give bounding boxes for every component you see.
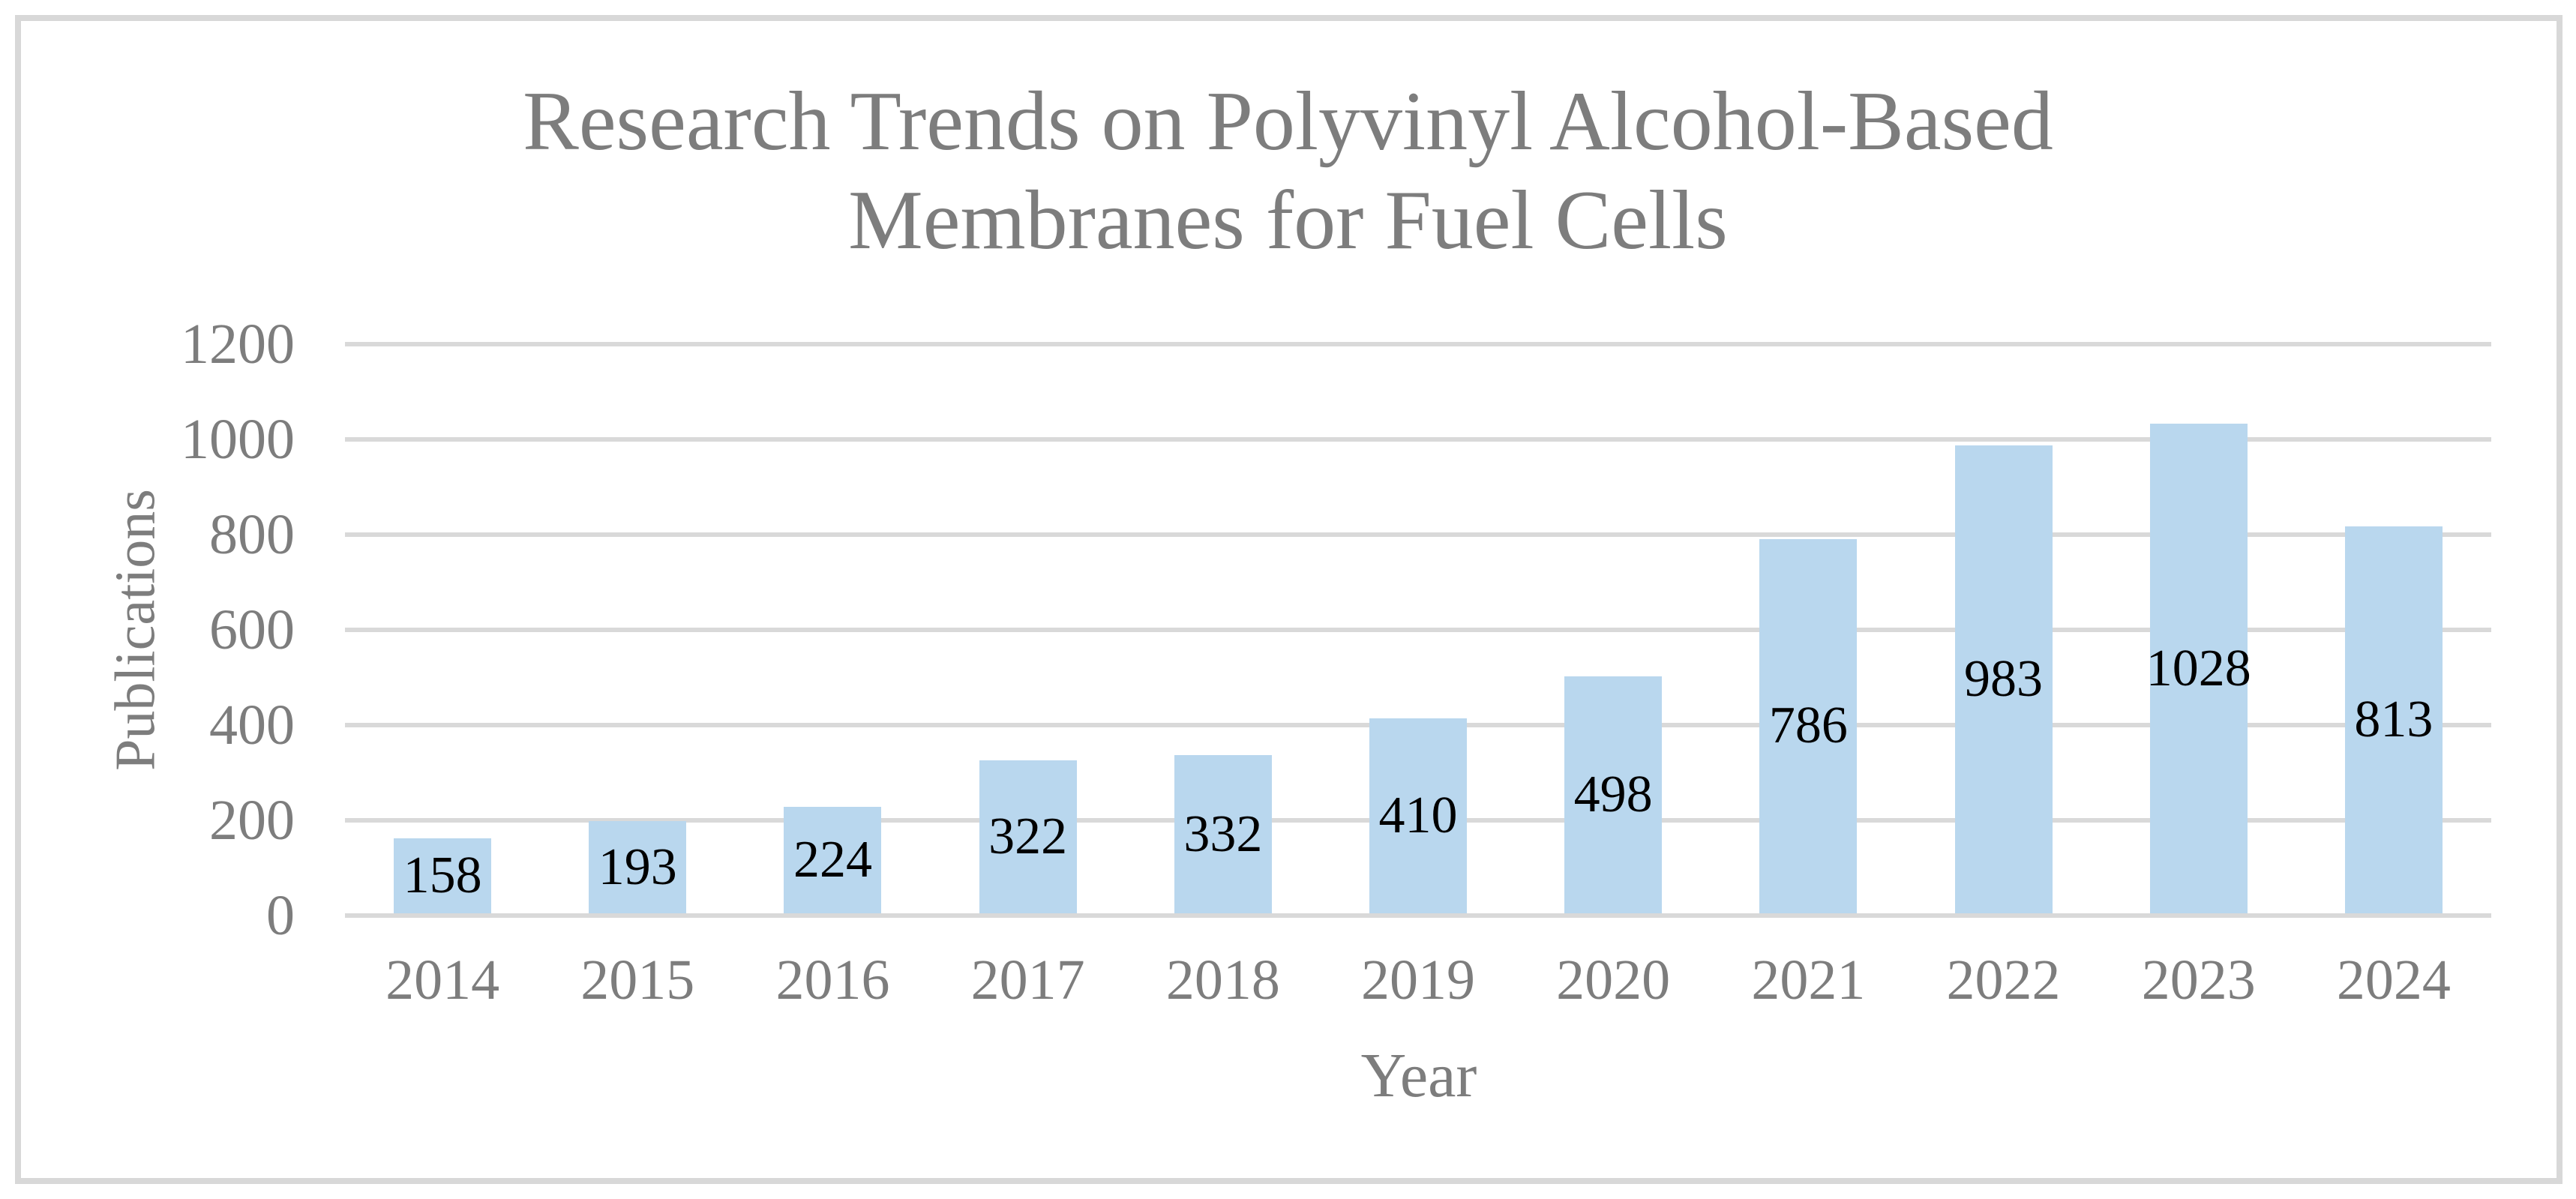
bar-2022 xyxy=(1954,445,2053,913)
bar-value-label-2017: 322 xyxy=(988,807,1068,865)
x-tick-label-2021: 2021 xyxy=(1751,949,1866,1012)
x-tick-label-2022: 2022 xyxy=(1946,949,2061,1012)
bar-2024 xyxy=(2344,526,2443,913)
x-tick-label-2017: 2017 xyxy=(970,949,1085,1012)
x-tick-label-2018: 2018 xyxy=(1165,949,1280,1012)
bar-value-label-2022: 983 xyxy=(1964,649,2044,708)
gridline-800 xyxy=(345,532,2491,537)
y-tick-label-1200: 1200 xyxy=(181,313,295,376)
y-tick-label-400: 400 xyxy=(209,694,295,757)
bar-value-label-2019: 410 xyxy=(1378,786,1458,844)
x-axis-title: Year xyxy=(1360,1041,1477,1111)
bar-value-label-2020: 498 xyxy=(1573,765,1653,823)
bar-2016 xyxy=(784,806,882,913)
bar-value-label-2023: 1028 xyxy=(2146,639,2251,697)
chart-title-line-2: Membranes for Fuel Cells xyxy=(848,174,1728,267)
bar-2019 xyxy=(1369,718,1467,913)
y-tick-label-1000: 1000 xyxy=(181,408,295,471)
bar-value-label-2015: 193 xyxy=(598,838,677,896)
bar-value-label-2014: 158 xyxy=(403,846,482,904)
y-tick-label-200: 200 xyxy=(209,789,295,852)
x-tick-label-2024: 2024 xyxy=(2336,949,2451,1012)
x-tick-label-2016: 2016 xyxy=(775,949,890,1012)
x-tick-label-2019: 2019 xyxy=(1361,949,1475,1012)
chart-title-line-1: Research Trends on Polyvinyl Alcohol-Bas… xyxy=(523,75,2053,168)
x-tick-label-2020: 2020 xyxy=(1556,949,1671,1012)
bar-2015 xyxy=(589,821,687,913)
y-tick-label-0: 0 xyxy=(266,884,295,947)
bar-2014 xyxy=(394,838,492,913)
y-tick-label-800: 800 xyxy=(209,503,295,566)
x-tick-label-2014: 2014 xyxy=(385,949,500,1012)
bar-2021 xyxy=(1759,538,1858,913)
bar-value-label-2016: 224 xyxy=(793,830,872,889)
chart-outer-border xyxy=(15,15,2563,1184)
gridline-1200 xyxy=(345,342,2491,346)
gridline-0 xyxy=(345,913,2491,918)
bar-2023 xyxy=(2149,424,2248,913)
bar-2020 xyxy=(1564,676,1663,913)
gridline-1000 xyxy=(345,437,2491,442)
y-tick-label-600: 600 xyxy=(209,598,295,661)
bar-2018 xyxy=(1174,755,1272,913)
chart-title: Research Trends on Polyvinyl Alcohol-Bas… xyxy=(0,72,2576,270)
x-tick-label-2023: 2023 xyxy=(2141,949,2256,1012)
bar-value-label-2024: 813 xyxy=(2354,690,2434,748)
bar-value-label-2018: 332 xyxy=(1183,805,1263,863)
bar-value-label-2021: 786 xyxy=(1768,697,1848,755)
x-tick-label-2015: 2015 xyxy=(580,949,695,1012)
bar-2017 xyxy=(979,760,1077,913)
gridline-600 xyxy=(345,628,2491,632)
